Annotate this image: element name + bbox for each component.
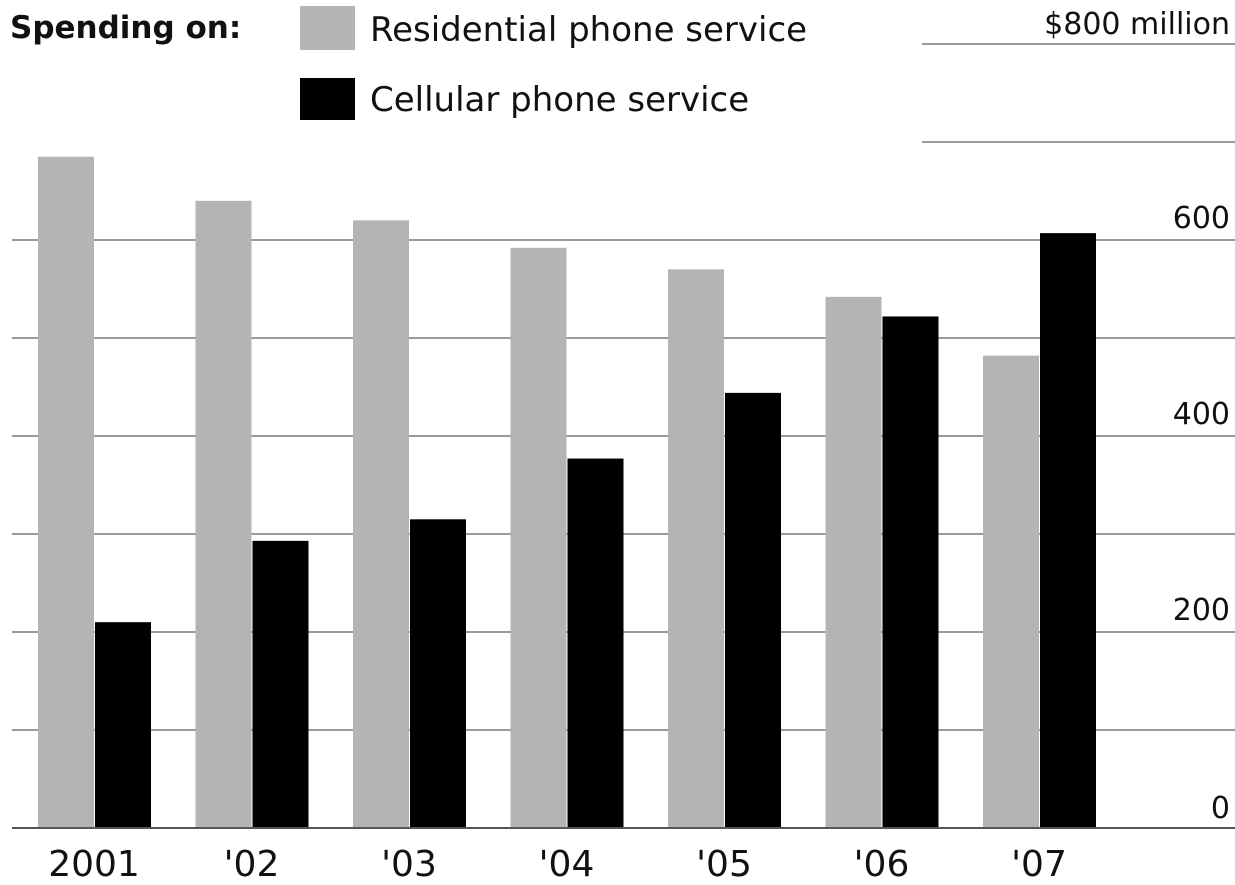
bar-residential-0 [38,156,94,828]
y-tick-label-800: $800 million [1044,7,1230,42]
x-tick-label-5: '06 [854,844,910,885]
y-tick-label-400: 400 [1173,397,1230,432]
bar-residential-4 [668,269,724,828]
bar-cellular-1 [252,540,309,828]
bar-residential-5 [825,296,882,829]
legend-swatch-residential [300,6,355,50]
y-tick-label-200: 200 [1173,593,1230,628]
x-tick-label-0: 2001 [48,844,140,885]
bar-residential-6 [983,355,1039,828]
x-tick-label-3: '04 [539,844,595,885]
bar-cellular-2 [410,519,466,828]
legend-title: Spending on: [10,10,241,46]
y-axis-tick-labels: 0 200 400 600 $800 million [1044,7,1230,826]
bar-cellular-0 [95,622,151,828]
bars [38,156,1096,829]
x-axis-category-labels: 2001 '02 '03 '04 '05 '06 '07 [48,844,1067,885]
legend-swatch-cellular [300,78,355,120]
bar-residential-1 [195,200,252,829]
x-tick-label-1: '02 [224,844,280,885]
x-tick-label-6: '07 [1011,844,1067,885]
bar-residential-3 [510,247,567,829]
legend-label-cellular: Cellular phone service [370,80,749,120]
bar-residential-2 [353,220,409,828]
bar-cellular-5 [882,316,939,828]
y-tick-label-0: 0 [1211,791,1230,826]
bar-cellular-3 [567,458,624,828]
x-tick-label-4: '05 [696,844,752,885]
legend-label-residential: Residential phone service [370,10,807,50]
bar-cellular-4 [725,392,781,828]
bar-cellular-6 [1040,233,1096,828]
legend: Spending on: Residential phone service C… [10,6,807,120]
x-tick-label-2: '03 [381,844,437,885]
y-tick-label-600: 600 [1173,201,1230,236]
